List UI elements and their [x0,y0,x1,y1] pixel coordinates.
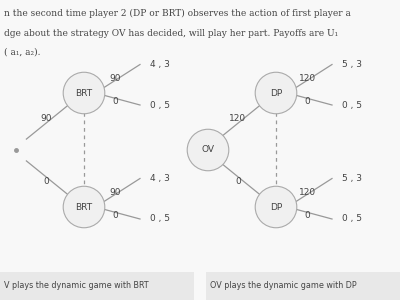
Text: OV plays the dynamic game with DP: OV plays the dynamic game with DP [210,281,357,290]
Text: dge about the strategy OV has decided, will play her part. Payoffs are U₁: dge about the strategy OV has decided, w… [4,28,338,38]
Text: 0 , 5: 0 , 5 [342,214,362,224]
Text: ( a₁, a₂).: ( a₁, a₂). [4,48,40,57]
Text: DP: DP [270,88,282,98]
Text: 120: 120 [299,74,316,83]
Text: 0: 0 [113,97,118,106]
Ellipse shape [63,72,105,114]
Ellipse shape [63,186,105,228]
Text: 5 , 3: 5 , 3 [342,60,362,69]
Text: 0: 0 [113,211,118,220]
Ellipse shape [255,72,297,114]
Text: 0 , 5: 0 , 5 [342,100,362,109]
Text: OV: OV [202,146,214,154]
FancyBboxPatch shape [0,272,194,300]
Text: 4 , 3: 4 , 3 [150,174,170,183]
Ellipse shape [187,129,229,171]
Text: 90: 90 [110,188,121,197]
Text: 120: 120 [299,188,316,197]
Text: 120: 120 [230,114,246,123]
Text: BRT: BRT [76,88,92,98]
Text: 5 , 3: 5 , 3 [342,174,362,183]
Ellipse shape [255,186,297,228]
Text: 0: 0 [305,211,310,220]
Text: 0: 0 [43,177,49,186]
Text: V plays the dynamic game with BRT: V plays the dynamic game with BRT [4,281,149,290]
Text: 90: 90 [110,74,121,83]
Text: 0 , 5: 0 , 5 [150,214,170,224]
Text: DP: DP [270,202,282,211]
FancyBboxPatch shape [206,272,400,300]
Text: 4 , 3: 4 , 3 [150,60,170,69]
Text: 0: 0 [235,177,241,186]
Text: 0: 0 [305,97,310,106]
Text: 0 , 5: 0 , 5 [150,100,170,109]
Text: n the second time player 2 (DP or BRT) observes the action of first player a: n the second time player 2 (DP or BRT) o… [4,9,351,18]
Text: 90: 90 [40,114,52,123]
Text: BRT: BRT [76,202,92,211]
